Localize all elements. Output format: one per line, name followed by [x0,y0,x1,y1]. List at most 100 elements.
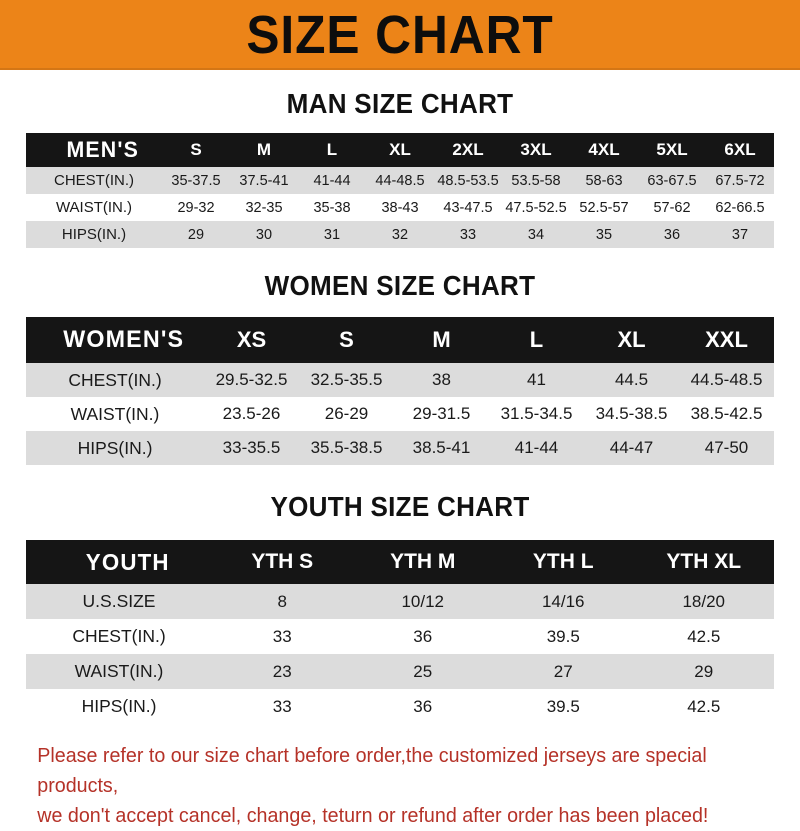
column-header-women-5: XXL [705,327,748,352]
section-men: MAN SIZE CHART MEN'S S M L XL 2XL 3XL 4XL 5XL 6XL… [0,89,800,248]
cell-women-2-1: 35.5-38.5 [310,438,383,457]
column-header-men-4: 2XL [452,140,484,159]
page-title: SIZE CHART [246,5,554,65]
cell-youth-2-0: 23 [272,661,292,681]
notice-line-2: we don't accept cancel, change, teturn o… [37,804,709,827]
column-header-men-8: 6XL [724,140,756,159]
cell-youth-1-3: 42.5 [687,626,721,646]
table-head-youth: YOUTH YTH S YTH M YTH L YTH XL [26,540,774,584]
table-head-women: WOMEN'S XS S M L XL XXL [26,317,774,363]
column-header-youth-3: YTH XL [666,550,742,573]
column-header-women-3: L [529,327,544,352]
column-header-youth-0: YTH S [251,550,314,573]
column-header-women-2: M [432,327,451,352]
row-label-men-2: HIPS(IN.) [61,226,127,243]
cell-youth-3-3: 42.5 [687,696,721,716]
row-label-men-0: CHEST(IN.) [54,172,134,189]
section-title-women: WOMEN SIZE CHART [264,270,536,301]
cell-men-0-3: 44-48.5 [375,172,425,189]
section-title-men: MAN SIZE CHART [286,88,514,119]
cell-men-0-6: 58-63 [585,172,623,189]
row-label-women-2: HIPS(IN.) [77,437,153,458]
table-wrap-women: WOMEN'S XS S M L XL XXL CHEST(IN.) 29.5-32.5 32.… [26,317,774,465]
cell-men-2-0: 29 [187,226,205,243]
cell-men-2-7: 36 [663,226,681,243]
column-header-youth-1: YTH M [390,550,456,573]
cell-youth-2-1: 25 [413,661,433,681]
cell-youth-0-1: 10/12 [401,591,445,611]
column-header-men-5: 3XL [520,140,552,159]
row-label-youth-1: CHEST(IN.) [72,626,166,646]
table-wrap-youth: YOUTH YTH S YTH M YTH L YTH XL U.S.SIZE 8 10/1… [26,540,774,724]
cell-men-1-7: 57-62 [653,199,691,216]
column-header-men-1: M [256,140,272,159]
cell-youth-1-0: 33 [272,626,292,646]
cell-men-0-2: 41-44 [313,172,351,189]
cell-youth-3-1: 36 [413,696,433,716]
column-header-youth-2: YTH L [532,550,594,573]
table-row: WAIST(IN.) 23.5-26 26-29 29-31.5 31.5-34.5 34… [26,397,774,431]
table-row: WAIST(IN.) 23 25 27 29 [26,654,774,689]
table-header-row-youth: YOUTH YTH S YTH M YTH L YTH XL [26,540,774,584]
cell-women-1-0: 23.5-26 [222,404,281,423]
row-label-women-0: CHEST(IN.) [68,369,162,390]
cell-women-2-3: 41-44 [514,438,559,457]
cell-men-1-8: 62-66.5 [715,199,765,216]
table-row: HIPS(IN.) 33 36 39.5 42.5 [26,689,774,724]
row-label-youth-0: U.S.SIZE [82,591,156,611]
cell-women-1-5: 38.5-42.5 [690,404,763,423]
cell-men-1-6: 52.5-57 [579,199,629,216]
size-table-men: MEN'S S M L XL 2XL 3XL 4XL 5XL 6XL CHEST(IN.) 35-3… [26,133,774,248]
table-head-men: MEN'S S M L XL 2XL 3XL 4XL 5XL 6XL [26,133,774,167]
column-header-men-3: XL [389,140,411,159]
cell-men-1-4: 43-47.5 [443,199,493,216]
cell-men-2-1: 30 [255,226,273,243]
section-women: WOMEN SIZE CHART WOMEN'S XS S M L XL XXL CHEST… [0,271,800,465]
row-label-youth-2: WAIST(IN.) [74,661,164,681]
cell-men-1-3: 38-43 [381,199,419,216]
cell-men-0-1: 37.5-41 [239,172,289,189]
section-youth: YOUTH SIZE CHART YOUTH YTH S YTH M YTH L YTH… [0,492,800,724]
cell-youth-0-0: 8 [277,591,287,611]
cell-women-0-2: 38 [432,370,451,389]
cell-women-1-4: 34.5-38.5 [595,404,668,423]
cell-men-2-2: 31 [323,226,341,243]
cell-youth-1-2: 39.5 [546,626,580,646]
cell-women-0-5: 44.5-48.5 [690,370,763,389]
column-header-men-6: 4XL [588,140,620,159]
column-header-men-2: L [326,140,338,159]
cell-men-2-5: 34 [527,226,545,243]
notice-line-1: Please refer to our size chart before or… [37,744,707,797]
table-row: WAIST(IN.) 29-32 32-35 35-38 38-43 43-47.5 47.… [26,194,774,221]
row-label-men-1: WAIST(IN.) [55,199,133,216]
table-row: HIPS(IN.) 33-35.5 35.5-38.5 38.5-41 41-44 44-… [26,431,774,465]
cell-youth-0-2: 14/16 [541,591,585,611]
row-label-women-1: WAIST(IN.) [70,403,160,424]
cell-women-2-2: 38.5-41 [412,438,471,457]
cell-men-1-1: 32-35 [245,199,283,216]
cell-men-2-8: 37 [731,226,749,243]
column-header-men-7: 5XL [656,140,688,159]
table-body-youth: U.S.SIZE 8 10/12 14/16 18/20 CHEST(IN.) 33 36 39… [26,584,774,724]
cell-youth-1-1: 36 [413,626,433,646]
table-row: CHEST(IN.) 29.5-32.5 32.5-35.5 38 41 44.5 44.5… [26,363,774,397]
cell-men-2-6: 35 [595,226,613,243]
column-header-women-0: XS [236,327,267,352]
cell-women-2-0: 33-35.5 [222,438,281,457]
table-corner-label-women: WOMEN'S [63,326,185,353]
cell-youth-3-2: 39.5 [546,696,580,716]
cell-men-0-8: 67.5-72 [715,172,765,189]
cell-women-0-3: 41 [527,370,546,389]
cell-men-2-4: 33 [459,226,477,243]
page-banner: SIZE CHART [0,0,800,70]
table-row: CHEST(IN.) 35-37.5 37.5-41 41-44 44-48.5 48.5… [26,167,774,194]
cell-youth-3-0: 33 [272,696,292,716]
cell-men-1-0: 29-32 [177,199,215,216]
cell-men-0-4: 48.5-53.5 [437,172,499,189]
size-table-youth: YOUTH YTH S YTH M YTH L YTH XL U.S.SIZE 8 10/1… [26,540,774,724]
cell-women-2-4: 44-47 [609,438,654,457]
order-notice: Please refer to our size chart before or… [20,724,750,831]
column-header-women-4: XL [617,327,646,352]
size-table-women: WOMEN'S XS S M L XL XXL CHEST(IN.) 29.5-32.5 32.… [26,317,774,465]
